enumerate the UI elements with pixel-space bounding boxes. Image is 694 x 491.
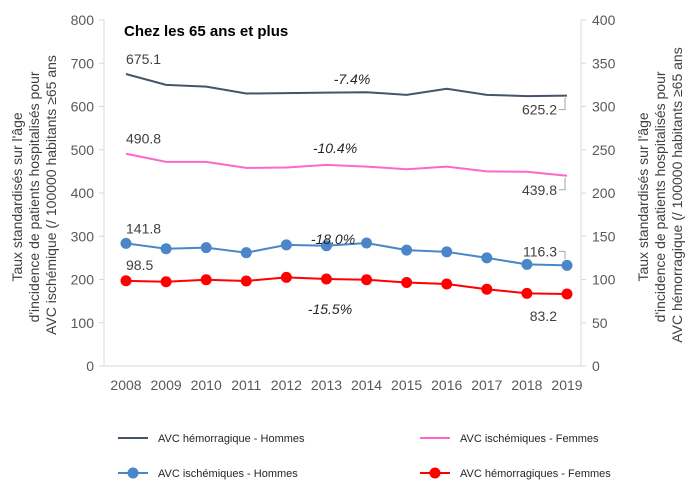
data-point [401, 276, 413, 288]
x-tick-label: 2012 [271, 377, 302, 393]
y-axis-left-title-line: Taux standardisés sur l'âge [9, 112, 25, 281]
data-point [320, 240, 332, 252]
label-leader-line [559, 177, 566, 191]
legend-label: AVC hémorragiques - Femmes [460, 468, 611, 480]
data-point [361, 237, 373, 249]
data-point [481, 252, 493, 264]
start-data-label: 141.8 [126, 220, 161, 236]
y-left-tick-label: 700 [71, 55, 95, 71]
data-point [160, 243, 172, 255]
y-left-tick-label: 100 [71, 315, 95, 331]
y-left-tick-label: 200 [71, 272, 95, 288]
legend-item: AVC ischémiques - Hommes [118, 467, 298, 480]
data-point [441, 278, 453, 290]
data-point [240, 247, 252, 259]
x-tick-label: 2008 [110, 377, 141, 393]
data-point [401, 244, 413, 256]
label-leader-line [559, 250, 566, 260]
end-data-label: 625.2 [522, 102, 557, 118]
legend-item: AVC hémorragique - Hommes [118, 433, 305, 445]
y-axis-left-title-line: AVC ischémique (/ 100000 habitants ≥65 a… [43, 55, 59, 335]
legend-label: AVC hémorragique - Hommes [158, 433, 305, 445]
data-point [240, 275, 252, 287]
data-point [280, 271, 292, 283]
y-right-tick-label: 100 [592, 272, 616, 288]
percent-change-label: -15.5% [308, 301, 352, 317]
data-point [361, 274, 373, 286]
legend-item: AVC hémorragiques - Femmes [420, 467, 611, 480]
series-line [125, 241, 568, 267]
data-point [200, 242, 212, 254]
y-left-tick-label: 400 [71, 185, 95, 201]
y-left-tick-label: 0 [86, 358, 94, 374]
y-right-tick-label: 400 [592, 12, 616, 28]
data-point [320, 273, 332, 285]
y-right-tick-label: 50 [592, 315, 608, 331]
y-left-tick-label: 500 [71, 142, 95, 158]
y-left-tick-label: 800 [71, 12, 95, 28]
x-tick-label: 2009 [151, 377, 182, 393]
data-point [521, 258, 533, 270]
x-tick-label: 2016 [431, 377, 462, 393]
x-tick-label: 2015 [391, 377, 422, 393]
label-leader-line [559, 97, 566, 111]
y-left-tick-label: 300 [71, 228, 95, 244]
end-data-label: 116.3 [523, 243, 557, 259]
legend-marker [127, 467, 139, 479]
percent-change-label: -7.4% [334, 71, 371, 87]
data-point [280, 239, 292, 251]
x-tick-label: 2010 [191, 377, 222, 393]
legend-marker [429, 467, 441, 479]
percent-change-label: -18.0% [311, 231, 355, 247]
y-axis-right-title-line: d'incidence de patients hospitalisés pou… [652, 71, 668, 322]
x-tick-label: 2014 [351, 377, 382, 393]
chart-title: Chez les 65 ans et plus [124, 23, 288, 40]
x-tick-label: 2019 [551, 377, 582, 393]
data-point [481, 283, 493, 295]
y-axis-right-title: Taux standardisés sur l'âge d'incidence … [635, 47, 685, 342]
y-right-tick-label: 150 [592, 228, 616, 244]
y-axis-right-title-line: AVC hémorragique (/ 100000 habitants ≥65… [669, 47, 685, 342]
series-line [125, 152, 568, 177]
legend-label: AVC ischémiques - Hommes [158, 468, 298, 480]
y-axis-left-title-line: d'incidence de patients hospitalisés pou… [26, 71, 42, 322]
series-line [125, 276, 568, 296]
y-axis-left-title: Taux standardisés sur l'âge d'incidence … [9, 55, 59, 335]
percent-change-label: -10.4% [313, 140, 357, 156]
y-right-tick-label: 250 [592, 142, 616, 158]
y-axis-right-title-line: Taux standardisés sur l'âge [635, 112, 651, 281]
data-point [561, 259, 573, 271]
y-right-tick-label: 350 [592, 55, 616, 71]
data-point [200, 274, 212, 286]
y-right-tick-label: 300 [592, 99, 616, 115]
start-data-label: 675.1 [126, 51, 161, 67]
series-line [125, 73, 568, 98]
x-tick-label: 2017 [471, 377, 502, 393]
legend-label: AVC ischémiques - Femmes [460, 433, 599, 445]
y-right-tick-label: 200 [592, 185, 616, 201]
data-point [120, 275, 132, 287]
data-point [120, 237, 132, 249]
legend-item: AVC ischémiques - Femmes [420, 433, 599, 445]
data-point [521, 287, 533, 299]
y-right-tick-label: 0 [592, 358, 600, 374]
data-point [441, 246, 453, 258]
data-point [160, 276, 172, 288]
x-tick-label: 2018 [511, 377, 542, 393]
y-left-tick-label: 600 [71, 99, 95, 115]
data-point [561, 288, 573, 300]
x-tick-label: 2011 [231, 377, 261, 393]
x-tick-label: 2013 [311, 377, 342, 393]
start-data-label: 98.5 [126, 257, 153, 273]
end-data-label: 83.2 [530, 308, 557, 324]
end-data-label: 439.8 [522, 182, 557, 198]
start-data-label: 490.8 [126, 131, 161, 147]
